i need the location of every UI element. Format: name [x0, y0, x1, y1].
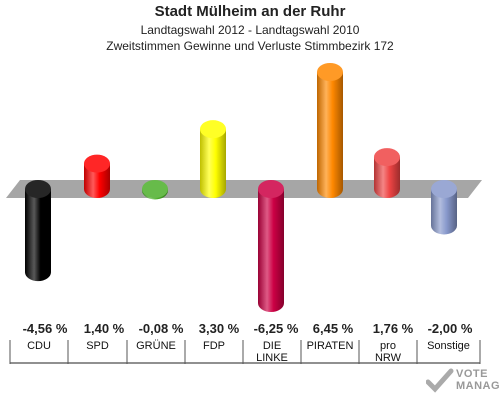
category-label: NRW: [375, 352, 402, 364]
value-label: 6,45 %: [313, 321, 354, 336]
category-label: Sonstige: [427, 340, 470, 352]
bar-top-cap: [84, 154, 110, 173]
votemanager-logo: VOTEMANAGER: [426, 366, 500, 396]
chart-title: Stadt Mülheim an der Ruhr: [154, 3, 346, 20]
checkmark-logo-icon: [426, 368, 454, 393]
bar-body: [258, 189, 284, 303]
bar-bottom-cap: [374, 180, 400, 198]
watermark-text: VOTEMANAGER: [456, 368, 500, 392]
bar-top-cap: [431, 180, 457, 198]
category-label: FDP: [203, 340, 225, 352]
bar-top-cap: [317, 63, 343, 81]
bar-bottom-cap: [258, 294, 284, 312]
bar-grüne: [142, 180, 168, 200]
bar-body: [200, 129, 226, 189]
bar-bottom-cap: [431, 216, 457, 235]
chart-subtitle-2: Zweitstimmen Gewinne und Verluste Stimmb…: [106, 39, 394, 53]
bar-spd: [84, 154, 110, 198]
bar-body: [317, 72, 343, 189]
category-label: LINKE: [256, 352, 288, 364]
bar-top-cap: [258, 180, 284, 198]
value-label: 1,76 %: [373, 321, 414, 336]
bar-bottom-cap: [317, 180, 343, 198]
bar-bottom-cap: [200, 180, 226, 198]
bar-sonstige: [431, 180, 457, 235]
bar-die-linke: [258, 180, 284, 312]
bar-pro-nrw: [374, 148, 400, 198]
bar-bottom-cap: [84, 180, 110, 198]
value-label: -2,00 %: [428, 321, 473, 336]
value-label: -0,08 %: [139, 321, 184, 336]
bar-top-cap: [374, 148, 400, 167]
category-label: GRÜNE: [136, 340, 176, 352]
value-label: 3,30 %: [199, 321, 240, 336]
category-label: SPD: [86, 340, 109, 352]
bar-cdu: [25, 180, 51, 282]
category-label: pro: [380, 340, 396, 352]
value-label: -4,56 %: [23, 321, 68, 336]
category-label: PIRATEN: [307, 340, 354, 352]
bar-top-cap: [200, 120, 226, 139]
bar-piraten: [317, 63, 343, 198]
bar-top-cap: [25, 180, 51, 198]
bar-bottom-cap: [25, 263, 51, 282]
bar-fdp: [200, 120, 226, 198]
chart-subtitle: Landtagswahl 2012 - Landtagswahl 2010: [140, 23, 360, 37]
category-label: DIE: [263, 340, 281, 352]
zero-baseline-band: [6, 180, 482, 198]
value-label: 1,40 %: [84, 321, 125, 336]
bar-body: [25, 189, 51, 273]
bar-top-cap: [142, 180, 168, 198]
value-label: -6,25 %: [254, 321, 299, 336]
category-label: CDU: [27, 340, 51, 352]
